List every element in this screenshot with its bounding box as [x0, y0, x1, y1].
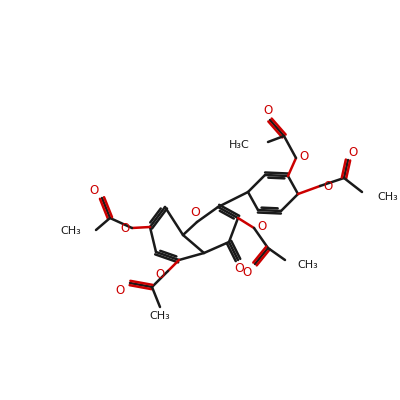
Text: CH₃: CH₃: [60, 226, 81, 236]
Text: CH₃: CH₃: [150, 311, 170, 321]
Text: O: O: [120, 222, 130, 234]
Text: CH₃: CH₃: [377, 192, 398, 202]
Text: O: O: [89, 184, 99, 198]
Text: O: O: [155, 268, 165, 280]
Text: O: O: [242, 266, 252, 278]
Text: O: O: [323, 180, 333, 192]
Text: O: O: [190, 206, 200, 220]
Text: H₃C: H₃C: [229, 140, 250, 150]
Text: O: O: [263, 104, 273, 118]
Text: O: O: [257, 220, 267, 232]
Text: CH₃: CH₃: [297, 260, 318, 270]
Text: O: O: [115, 284, 125, 298]
Text: O: O: [348, 146, 358, 158]
Text: O: O: [299, 150, 309, 162]
Text: O: O: [234, 262, 244, 276]
